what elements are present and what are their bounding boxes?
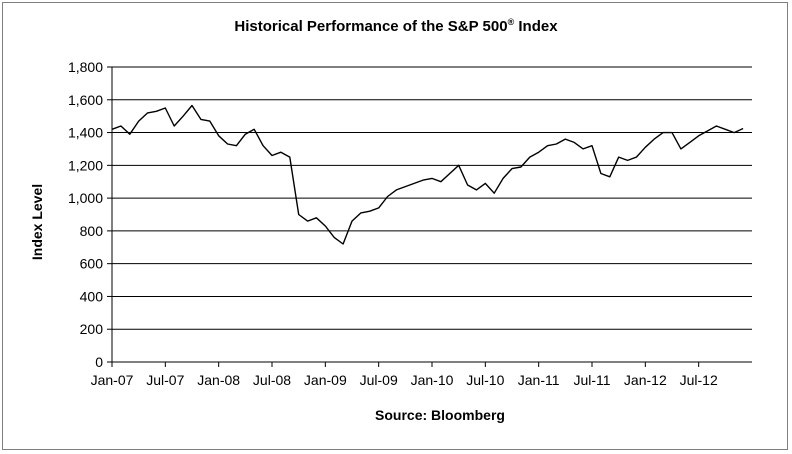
y-tick-label: 0	[95, 354, 103, 370]
x-tick-label: Jan-07	[91, 372, 134, 388]
y-tick-label: 1,800	[68, 59, 103, 75]
x-tick-label: Jul-11	[573, 372, 610, 388]
x-tick-label: Jan-11	[518, 372, 560, 388]
chart-title: Historical Performance of the S&P 500® I…	[234, 17, 558, 35]
y-axis-title: Index Level	[29, 184, 45, 260]
chart-title-main: Historical Performance of the S&P 500	[234, 18, 507, 35]
x-axis-ticks: Jan-07 Jul-07 Jan-08 Jul-08 Jan-09 Jul-09 Jan-…	[91, 362, 718, 388]
x-tick-label: Jan-08	[197, 372, 240, 388]
y-tick-label: 1,400	[68, 125, 103, 141]
x-tick-label: Jul-12	[680, 372, 718, 388]
chart-frame	[2, 2, 788, 450]
y-tick-label: 200	[80, 321, 104, 337]
y-tick-label: 800	[80, 223, 104, 239]
x-tick-label: Jul-10	[466, 372, 504, 388]
y-tick-label: 400	[80, 288, 104, 304]
gridlines	[112, 66, 752, 330]
x-tick-label: Jul-09	[360, 372, 398, 388]
y-axis-ticks: 0 200 400 600 800 1,000 1,200 1,400 1,600 1,800	[68, 59, 112, 370]
x-tick-label: Jan-12	[624, 372, 667, 388]
y-tick-label: 1,000	[68, 190, 103, 206]
x-tick-label: Jul-07	[146, 372, 184, 388]
y-tick-label: 1,600	[68, 92, 103, 108]
y-tick-label: 600	[80, 256, 104, 272]
x-axis-title: Source: Bloomberg	[375, 407, 505, 423]
chart-title-suffix: Index	[514, 18, 558, 35]
chart-title-superscript: ®	[508, 17, 515, 27]
series-line-sp500	[111, 104, 744, 245]
x-tick-label: Jan-10	[411, 372, 454, 388]
y-tick-label: 1,200	[68, 157, 103, 173]
x-tick-label: Jul-08	[253, 372, 291, 388]
x-tick-label: Jan-09	[304, 372, 347, 388]
